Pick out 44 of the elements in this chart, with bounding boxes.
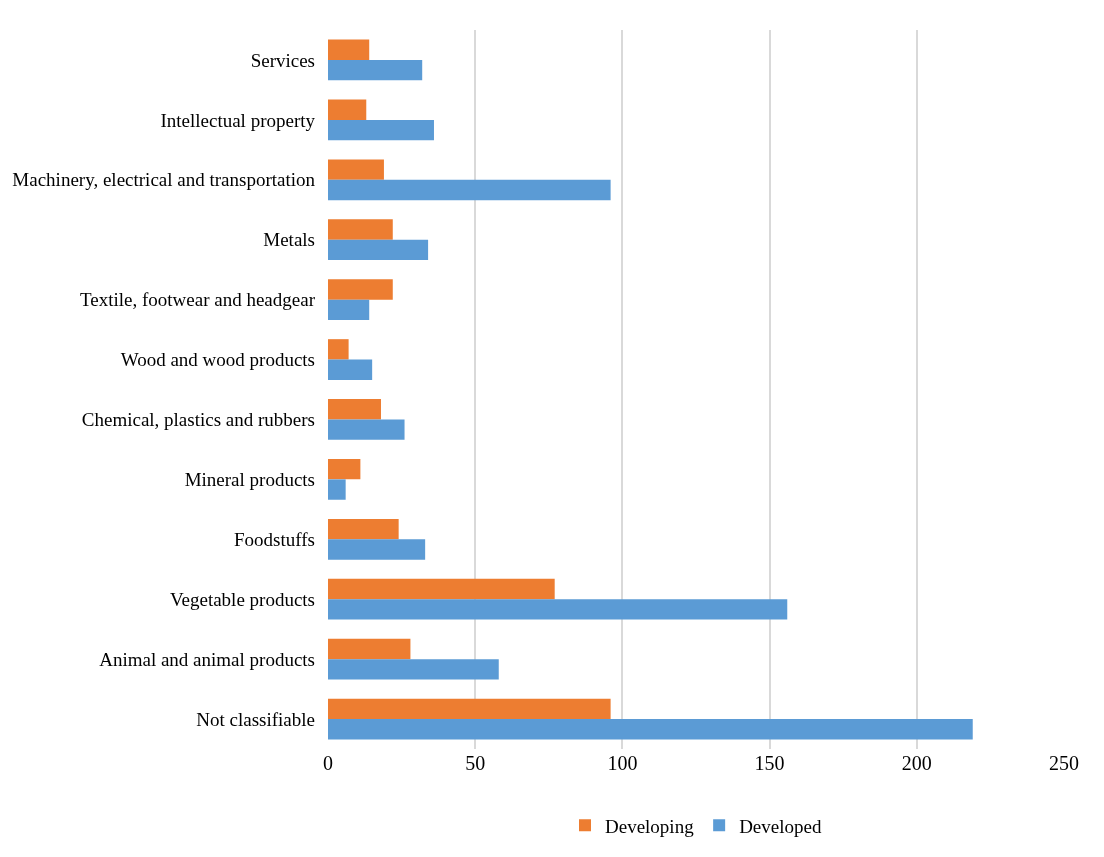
y-tick-label: Foodstuffs	[234, 528, 315, 550]
bar	[328, 359, 373, 380]
bar	[328, 719, 973, 740]
bar	[328, 459, 361, 480]
bar	[328, 119, 434, 141]
bar	[328, 638, 411, 660]
x-tick-label: 150	[754, 752, 785, 774]
legend-label: Developing	[605, 815, 695, 837]
x-tick-label: 250	[1049, 752, 1079, 774]
bar	[328, 339, 349, 360]
y-tick-label: Chemical, plastics and rubbers	[81, 409, 315, 431]
bar	[328, 399, 381, 420]
bar	[328, 578, 555, 600]
y-tick-label: Animal and animal products	[99, 648, 315, 670]
bar	[328, 99, 367, 120]
x-tick-label: 100	[607, 752, 638, 774]
bar	[328, 59, 423, 81]
y-tick-label: Vegetable products	[169, 588, 315, 610]
y-tick-label: Metals	[263, 229, 315, 251]
bar	[328, 159, 384, 180]
x-tick-label: 0	[323, 752, 333, 774]
bar	[328, 539, 426, 560]
x-tick-label: 50	[465, 752, 486, 774]
y-tick-label: Wood and wood products	[120, 349, 315, 371]
y-tick-label: Intellectual property	[160, 109, 316, 131]
y-tick-label: Mineral products	[184, 469, 315, 491]
y-tick-label: Not classifiable	[196, 708, 315, 730]
bar	[328, 219, 393, 240]
bar	[328, 698, 611, 720]
bar	[328, 518, 399, 540]
legend-label: Developed	[739, 815, 822, 837]
y-tick-label: Textile, footwear and headgear	[80, 289, 316, 311]
bar	[328, 659, 499, 680]
y-tick-label: Services	[250, 49, 315, 71]
bar	[328, 279, 393, 300]
bar	[328, 179, 611, 201]
bar	[328, 39, 370, 60]
x-tick-label: 200	[901, 752, 932, 774]
bar	[328, 599, 788, 620]
bar	[328, 299, 370, 320]
bar	[328, 239, 429, 261]
bar	[328, 479, 346, 500]
bar	[328, 419, 405, 440]
y-tick-label: Machinery, electrical and transportation	[12, 169, 316, 191]
